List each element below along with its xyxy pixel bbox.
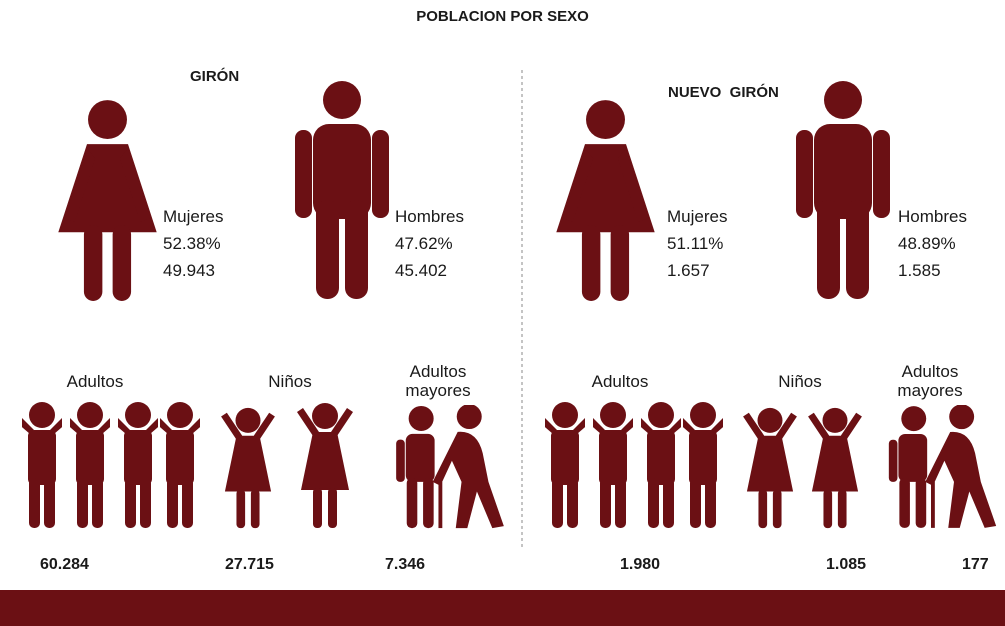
group-label: Niños <box>268 372 312 391</box>
sex-count: 49.943 <box>163 261 215 280</box>
sex-label: Hombres <box>395 207 464 226</box>
icon-group <box>22 81 997 529</box>
group-label: Adultos <box>66 372 124 391</box>
group-label: Adultos mayores <box>897 362 963 400</box>
group-count: 177 <box>962 556 989 573</box>
group-count: 1.980 <box>620 556 661 573</box>
group-label: Adultos <box>591 372 649 391</box>
sex-count: 45.402 <box>395 261 447 280</box>
group-count: 27.715 <box>225 556 274 573</box>
group-label: Niños <box>778 372 822 391</box>
section-name: NUEVO GIRÓN <box>668 84 779 101</box>
group-label: Adultos mayores <box>405 362 471 400</box>
group-count: 60.284 <box>40 556 89 573</box>
sex-count: 1.585 <box>898 261 941 280</box>
sex-percent: 51.11% <box>667 234 724 253</box>
sex-label: Mujeres <box>667 207 728 226</box>
title: POBLACION POR SEXO <box>416 8 589 25</box>
group-count: 1.085 <box>826 556 867 573</box>
section-name: GIRÓN <box>190 68 240 85</box>
footer-band <box>0 590 1005 626</box>
group-count: 7.346 <box>385 556 426 573</box>
sex-percent: 52.38% <box>163 234 221 253</box>
sex-label: Mujeres <box>163 207 224 226</box>
sex-percent: 48.89% <box>898 234 956 253</box>
sex-label: Hombres <box>898 207 967 226</box>
sex-count: 1.657 <box>667 261 710 280</box>
sex-percent: 47.62% <box>395 234 453 253</box>
